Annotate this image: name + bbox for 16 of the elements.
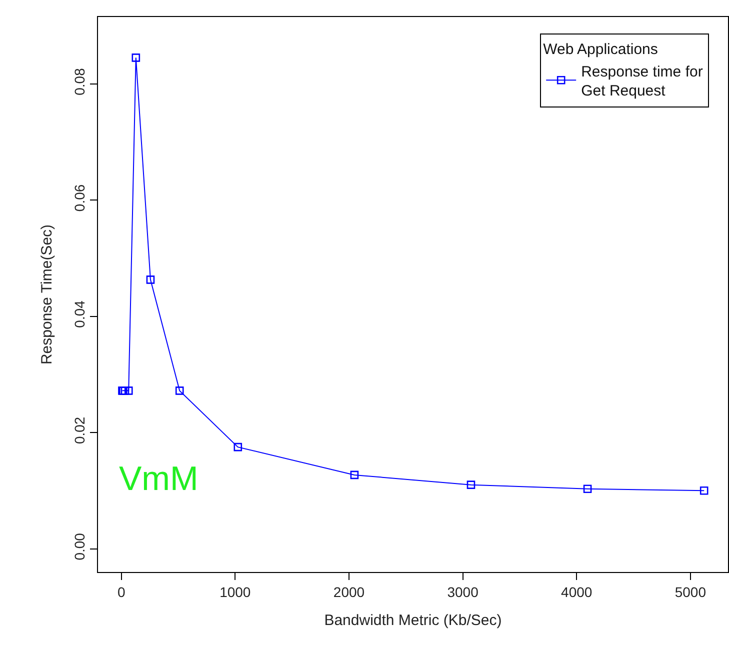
annotation: VmM xyxy=(119,460,198,498)
x-tick-label: 4000 xyxy=(561,584,592,600)
x-axis-title: Bandwidth Metric (Kb/Sec) xyxy=(324,612,502,629)
y-tick-label: 0.00 xyxy=(71,532,88,560)
x-tick-label: 5000 xyxy=(674,584,706,600)
y-tick-label: 0.02 xyxy=(71,416,88,444)
x-tick-label: 1000 xyxy=(220,584,251,600)
x-tick-label: 0 xyxy=(117,584,126,600)
legend-label: Response time for Get Request xyxy=(581,63,703,100)
legend-title: Web Applications xyxy=(543,41,658,58)
y-tick-label: 0.08 xyxy=(71,68,88,96)
x-tick-label: 3000 xyxy=(447,584,479,600)
y-axis-title: Response Time(Sec) xyxy=(38,224,56,365)
y-tick-label: 0.04 xyxy=(71,300,88,328)
y-tick-label: 0.06 xyxy=(71,184,88,212)
x-tick-label: 2000 xyxy=(333,584,365,600)
